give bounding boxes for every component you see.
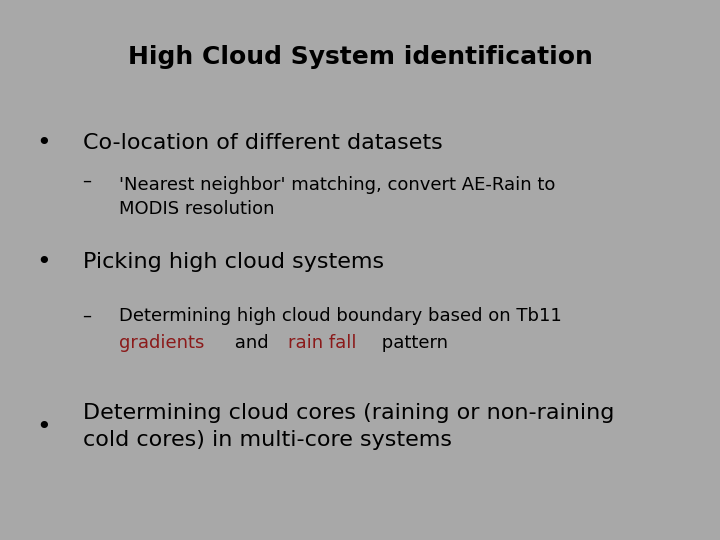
Text: –: –: [82, 172, 91, 190]
Text: Determining cloud cores (raining or non-raining
cold cores) in multi-core system: Determining cloud cores (raining or non-…: [83, 403, 614, 450]
Text: •: •: [36, 131, 50, 155]
Text: 'Nearest neighbor' matching, convert AE-Rain to
MODIS resolution: 'Nearest neighbor' matching, convert AE-…: [119, 176, 555, 218]
Text: High Cloud System identification: High Cloud System identification: [127, 45, 593, 69]
Text: •: •: [36, 415, 50, 438]
Text: and: and: [229, 334, 274, 352]
Text: gradients: gradients: [119, 334, 204, 352]
Text: •: •: [36, 250, 50, 274]
Text: pattern: pattern: [376, 334, 448, 352]
Text: rain fall: rain fall: [287, 334, 356, 352]
Text: Co-location of different datasets: Co-location of different datasets: [83, 133, 443, 153]
Text: –: –: [82, 307, 91, 325]
Text: Determining high cloud boundary based on Tb11: Determining high cloud boundary based on…: [119, 307, 562, 325]
Text: Picking high cloud systems: Picking high cloud systems: [83, 252, 384, 272]
